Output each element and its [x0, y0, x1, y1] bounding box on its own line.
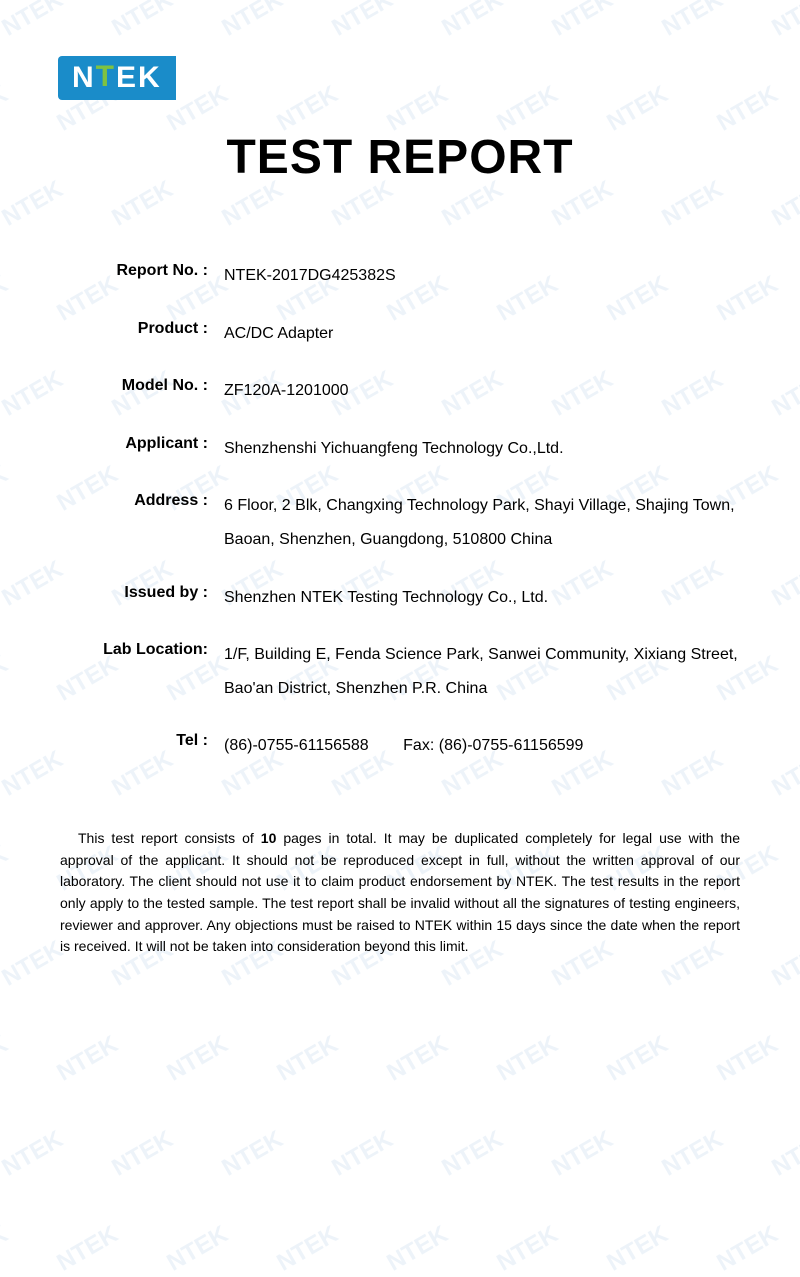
disclaimer-pre: This test report consists of — [78, 830, 261, 846]
value-applicant: Shenzhenshi Yichuangfeng Technology Co.,… — [216, 432, 564, 466]
label-fax: Fax: — [403, 729, 434, 763]
label-model-no: Model No. : — [58, 374, 216, 398]
value-model-no: ZF120A-1201000 — [216, 374, 349, 408]
field-address: Address : 6 Floor, 2 Blk, Changxing Tech… — [58, 489, 742, 556]
value-tel: (86)-0755-61156588 Fax: (86)-0755-611565… — [216, 729, 583, 763]
field-report-no: Report No. : NTEK-2017DG425382S — [58, 259, 742, 293]
label-address: Address : — [58, 489, 216, 513]
logo-arrow-icon: T — [96, 60, 116, 94]
label-issued-by: Issued by : — [58, 581, 216, 605]
field-lab-location: Lab Location: 1/F, Building E, Fenda Sci… — [58, 638, 742, 705]
ntek-logo: NTEK — [58, 56, 176, 100]
value-lab-location: 1/F, Building E, Fenda Science Park, San… — [216, 638, 742, 705]
value-issued-by: Shenzhen NTEK Testing Technology Co., Lt… — [216, 581, 548, 615]
disclaimer-text: This test report consists of 10 pages in… — [60, 828, 740, 958]
value-report-no: NTEK-2017DG425382S — [216, 259, 396, 293]
field-tel: Tel : (86)-0755-61156588 Fax: (86)-0755-… — [58, 729, 742, 763]
disclaimer-post: pages in total. It may be duplicated com… — [60, 830, 740, 954]
field-product: Product : AC/DC Adapter — [58, 317, 742, 351]
logo-part-n: N — [72, 61, 96, 94]
logo-part-ek: EK — [116, 61, 162, 94]
label-product: Product : — [58, 317, 216, 341]
page-title: TEST REPORT — [58, 130, 742, 185]
label-tel: Tel : — [58, 729, 216, 753]
value-address: 6 Floor, 2 Blk, Changxing Technology Par… — [216, 489, 742, 556]
field-applicant: Applicant : Shenzhenshi Yichuangfeng Tec… — [58, 432, 742, 466]
field-model-no: Model No. : ZF120A-1201000 — [58, 374, 742, 408]
label-applicant: Applicant : — [58, 432, 216, 456]
label-report-no: Report No. : — [58, 259, 216, 283]
fields-block: Report No. : NTEK-2017DG425382S Product … — [58, 259, 742, 763]
field-issued-by: Issued by : Shenzhen NTEK Testing Techno… — [58, 581, 742, 615]
page-content: NTEK TEST REPORT Report No. : NTEK-2017D… — [0, 0, 800, 763]
value-product: AC/DC Adapter — [216, 317, 333, 351]
value-fax: (86)-0755-61156599 — [439, 737, 584, 754]
label-lab-location: Lab Location: — [58, 638, 216, 662]
disclaimer-pages: 10 — [261, 830, 277, 846]
tel-number: (86)-0755-61156588 — [224, 737, 369, 754]
